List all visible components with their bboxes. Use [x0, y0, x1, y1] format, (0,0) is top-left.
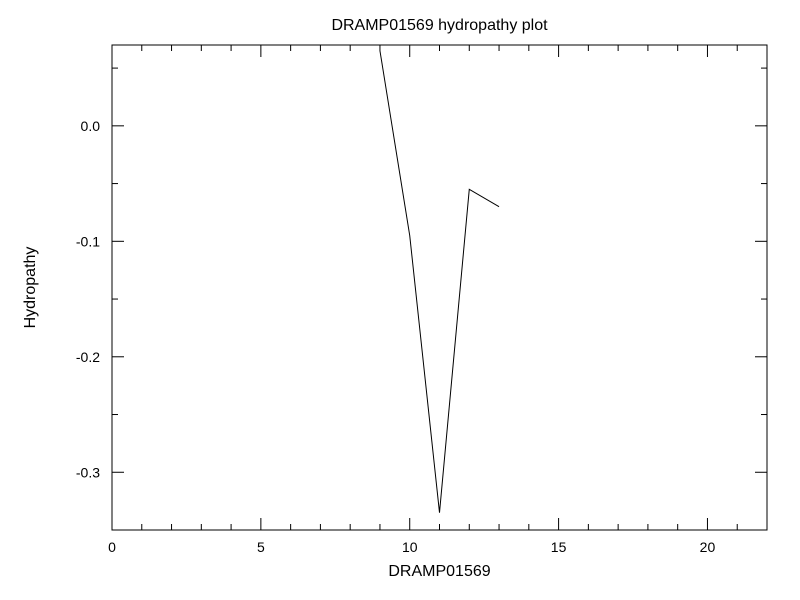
data-line — [380, 51, 499, 513]
chart-svg: 0 5 10 15 20 -0.3 -0.2 -0.1 0.0 DRAMP01569 hydrop… — [0, 0, 800, 600]
y-tick-label: -0.1 — [76, 233, 100, 249]
y-axis-label: Hydropathy — [22, 247, 39, 329]
plot-border — [112, 45, 767, 530]
hydropathy-chart: 0 5 10 15 20 -0.3 -0.2 -0.1 0.0 DRAMP01569 hydrop… — [0, 0, 800, 600]
x-tick-label: 10 — [402, 539, 418, 555]
x-tick-label: 20 — [700, 539, 716, 555]
chart-title: DRAMP01569 hydropathy plot — [331, 17, 548, 34]
x-tick-label: 5 — [257, 539, 265, 555]
x-tick-label: 0 — [108, 539, 116, 555]
y-tick-label: 0.0 — [81, 118, 101, 134]
x-axis-label: DRAMP01569 — [388, 563, 490, 580]
y-tick-label: -0.2 — [76, 349, 100, 365]
x-tick-label: 15 — [551, 539, 567, 555]
y-tick-label: -0.3 — [76, 464, 100, 480]
